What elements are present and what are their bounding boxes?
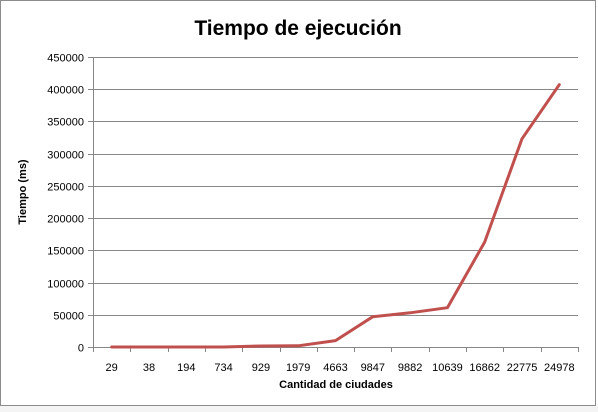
- gridlines: [93, 57, 578, 348]
- y-tick-label: 150000: [47, 246, 84, 258]
- y-tick-label: 350000: [47, 117, 84, 129]
- x-tick-label: 10639: [432, 362, 463, 374]
- series-line: [110, 83, 561, 349]
- y-tick-label: 200000: [47, 214, 84, 226]
- x-tick-label: 24978: [544, 362, 575, 374]
- data-series: [110, 83, 561, 349]
- y-tick-label: 300000: [47, 150, 84, 162]
- x-tick-label: 38: [143, 362, 155, 374]
- y-axis-label: Tiempo (ms): [17, 159, 29, 225]
- x-tick-labels: 29 38 194 734 929 1979 4663 9847 9882 10639 16862 2…: [106, 362, 575, 374]
- y-tick-label: 250000: [47, 182, 84, 194]
- x-tick-label: 9847: [361, 362, 385, 374]
- x-tick-label: 929: [252, 362, 270, 374]
- x-tick-label: 734: [214, 362, 232, 374]
- x-tick-label: 22775: [507, 362, 538, 374]
- x-tick-label: 29: [106, 362, 118, 374]
- y-tick-label: 400000: [47, 85, 84, 97]
- chart-title: Tiempo de ejecución: [194, 17, 401, 40]
- x-axis-label: Cantidad de ciudades: [279, 379, 393, 391]
- x-tick-label: 4663: [323, 362, 347, 374]
- y-tick-label: 50000: [53, 311, 84, 323]
- x-tick-label: 194: [177, 362, 195, 374]
- y-tick-label: 0: [78, 343, 84, 355]
- y-tick-label: 100000: [47, 279, 84, 291]
- x-tick-label: 1979: [286, 362, 310, 374]
- y-tick-label: 450000: [47, 53, 84, 65]
- below-chart-strip: [0, 406, 598, 412]
- x-tick-label: 16862: [469, 362, 500, 374]
- x-tick-label: 9882: [398, 362, 422, 374]
- y-tick-labels: 0 50000 100000 150000 200000 250000 300000 3500…: [47, 53, 84, 355]
- axes: [88, 57, 579, 352]
